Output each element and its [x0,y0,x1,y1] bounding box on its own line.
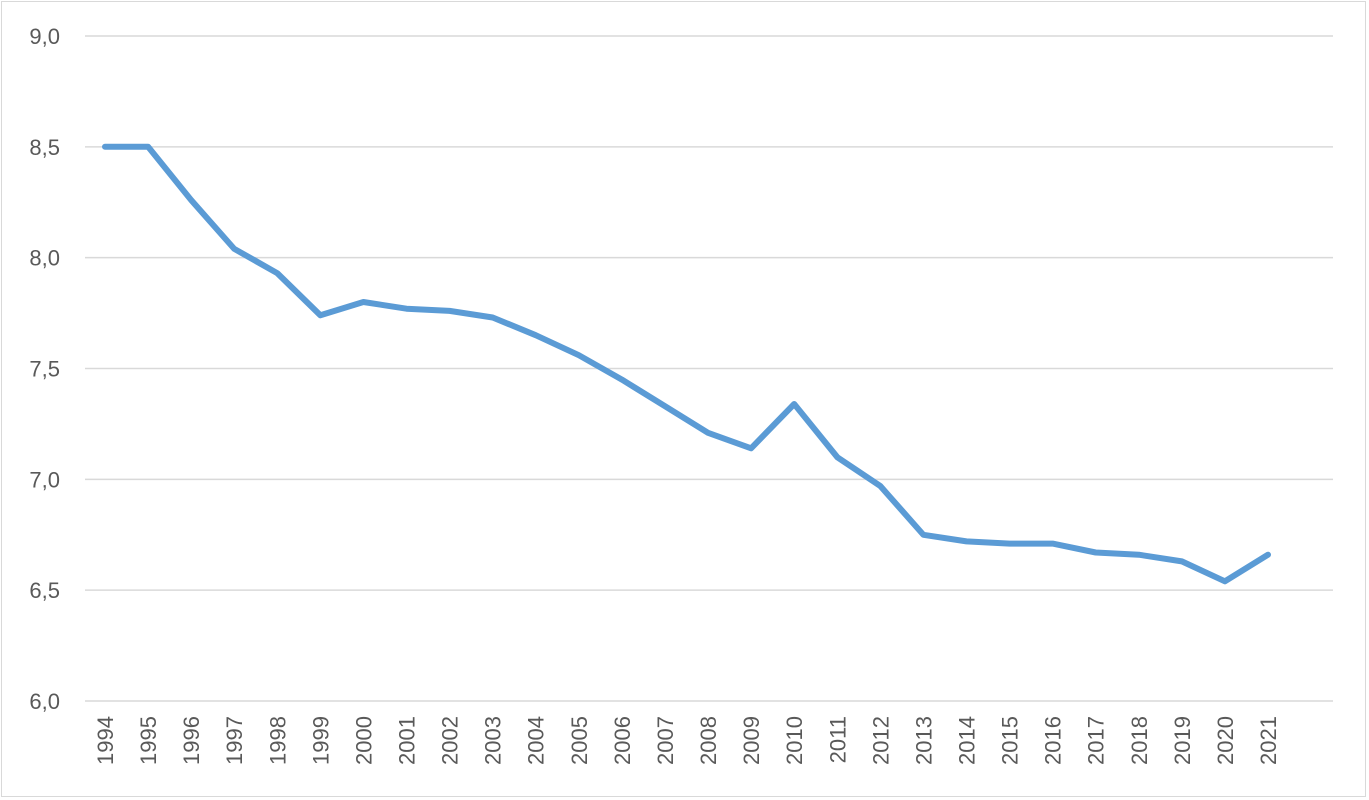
x-tick-label: 2006 [610,716,635,765]
y-tick-label: 7,0 [29,467,60,492]
y-tick-label: 8,0 [29,246,60,271]
x-tick-label: 1995 [136,716,161,765]
y-tick-label: 8,5 [29,135,60,160]
y-tick-label: 7,5 [29,357,60,382]
x-tick-label: 2017 [1084,716,1109,765]
y-tick-label: 9,0 [29,24,60,49]
series-group [102,143,1271,585]
x-tick-label: 1997 [222,716,247,765]
x-tick-label: 2009 [739,716,764,765]
x-tick-label: 2013 [911,716,936,765]
x-tick-label: 2010 [782,716,807,765]
series-line [102,143,1271,585]
x-tick-label: 1994 [93,716,118,765]
x-tick-label: 2020 [1213,716,1238,765]
x-tick-label: 2008 [696,716,721,765]
x-tick-label: 1996 [179,716,204,765]
y-axis-ticks: 6,0 6,5 7,0 7,5 8,0 8,5 9,0 [29,24,60,714]
x-tick-label: 2000 [351,716,376,765]
x-axis-ticks: 1994 1995 1996 1997 1998 1999 2000 2001 2002 2003… [93,716,1281,765]
x-tick-label: 2012 [868,716,893,765]
x-tick-label: 2014 [954,716,979,765]
x-tick-label: 2002 [438,716,463,765]
x-tick-label: 2011 [825,716,850,763]
x-tick-label: 2003 [481,716,506,765]
x-tick-label: 2018 [1127,716,1152,765]
x-tick-label: 2016 [1041,716,1066,765]
grid-lines [85,35,1333,702]
x-tick-label: 2005 [567,716,592,765]
x-tick-label: 1998 [265,716,290,765]
x-tick-label: 2021 [1256,716,1281,765]
y-tick-label: 6,0 [29,689,60,714]
x-tick-label: 2015 [998,716,1023,765]
x-tick-label: 1999 [308,716,333,765]
x-tick-label: 2007 [653,716,678,765]
x-tick-label: 2001 [395,716,420,765]
x-tick-label: 2004 [524,716,549,765]
y-tick-label: 6,5 [29,578,60,603]
x-tick-label: 2019 [1170,716,1195,765]
